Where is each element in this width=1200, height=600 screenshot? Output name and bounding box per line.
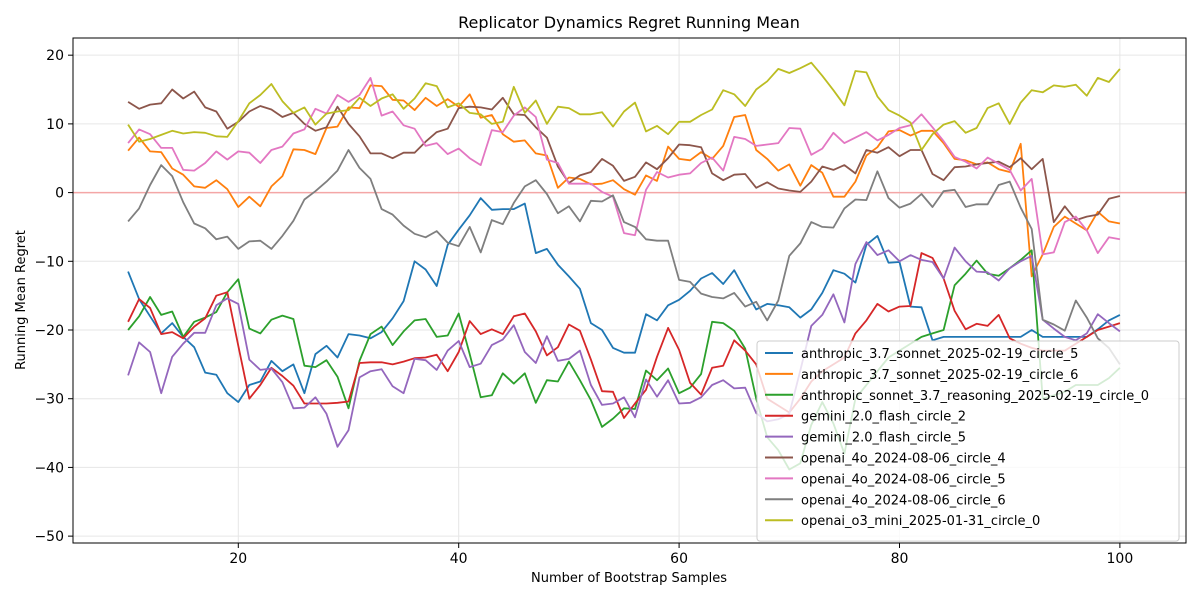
series-line-openai-4o-2024-08-06-circle-5 [127,77,1121,256]
chart-title: Replicator Dynamics Regret Running Mean [458,13,800,32]
legend-entry-label: gemini_2.0_flash_circle_5 [801,431,966,446]
series-line-openai-o3-mini-2025-01-31-circle-0 [127,61,1121,151]
series-line-anthropic-3-7-sonnet-2025-02-19-circle-5 [127,197,1121,404]
y-tick-label: 20 [46,48,64,64]
x-tick-label: 20 [229,551,247,567]
y-tick-label: −10 [34,254,64,270]
series-line-openai-4o-2024-08-06-circle-6 [127,149,1121,365]
series-layer [127,61,1121,471]
plot-frame [72,37,1187,544]
legend-entry-label: openai_4o_2024-08-06_circle_5 [801,472,1006,487]
x-tick-label: 100 [1107,551,1134,567]
legend-entry-label: anthropic_3.7_sonnet_2025-02-19_circle_6 [801,368,1078,383]
x-tick-label: 40 [450,551,468,567]
series-line-gemini-2-0-flash-circle-5 [127,241,1121,448]
legend-box [756,340,1180,542]
series-line-anthropic-sonnet-3-7-reasoning-2025-02-19-circle-0 [127,249,1121,471]
x-axis-label: Number of Bootstrap Samples [531,571,727,586]
y-tick-label: −20 [34,323,64,339]
y-tick-label: 0 [55,186,64,202]
series-line-gemini-2-0-flash-circle-2 [127,252,1121,419]
x-tick-label: 80 [891,551,909,567]
series-line-anthropic-3-7-sonnet-2025-02-19-circle-6 [127,84,1121,278]
x-tick-label: 60 [670,551,688,567]
y-tick-label: −40 [34,460,64,476]
legend-entry-label: anthropic_sonnet_3.7_reasoning_2025-02-1… [801,389,1149,404]
y-tick-label: −30 [34,392,64,408]
legend-entry-label: openai_4o_2024-08-06_circle_6 [801,493,1006,508]
x-axis-ticks: 20 40 60 80 100 [229,543,1133,567]
legend: anthropic_3.7_sonnet_2025-02-19_circle_5… [756,340,1180,542]
legend-entry-label: openai_o3_mini_2025-01-31_circle_0 [801,514,1040,529]
y-axis-ticks: −50 −40 −30 −20 −10 0 10 20 [34,48,73,545]
y-axis-label: Running Mean Regret [14,230,29,370]
legend-entry-label: openai_4o_2024-08-06_circle_4 [801,452,1006,467]
legend-entry-label: gemini_2.0_flash_circle_2 [801,410,966,425]
legend-entry-label: anthropic_3.7_sonnet_2025-02-19_circle_5 [801,347,1078,362]
y-tick-label: −50 [34,529,64,545]
y-tick-label: 10 [46,117,64,133]
